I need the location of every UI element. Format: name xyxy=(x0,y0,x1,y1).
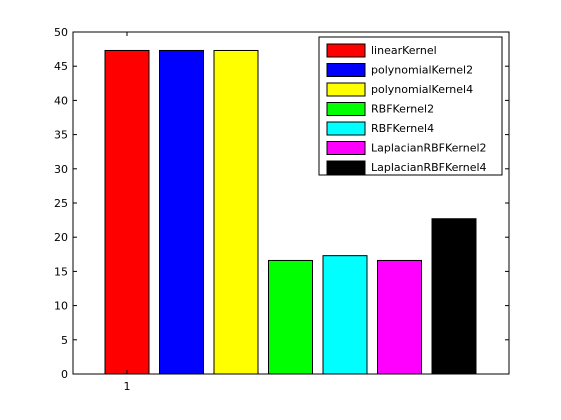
x-axis: 1 xyxy=(124,32,131,393)
legend: linearKernel polynomialKernel2 polynomialK… xyxy=(318,36,503,176)
legend-label-polynomialKernel4: polynomialKernel4 xyxy=(371,83,473,96)
legend-label-LaplacianRBFKernel4: LaplacianRBFKernel4 xyxy=(371,161,487,174)
bar-RBFKernel4 xyxy=(322,255,368,375)
y-tick-label: 30 xyxy=(54,163,68,176)
bar-polynomialKernel2 xyxy=(159,49,204,375)
legend-swatch-polynomialKernel4 xyxy=(326,82,366,97)
y-tick-label: 35 xyxy=(54,129,68,142)
bar-LaplacianRBFKernel2 xyxy=(377,259,422,375)
legend-label-RBFKernel4: RBFKernel4 xyxy=(371,122,434,135)
y-tick-label: 5 xyxy=(61,334,68,347)
x-tick-label: 1 xyxy=(124,380,131,393)
bar-RBFKernel2 xyxy=(268,259,313,375)
legend-label-RBFKernel2: RBFKernel2 xyxy=(371,103,434,116)
y-tick-label: 20 xyxy=(54,231,68,244)
legend-swatch-RBFKernel2 xyxy=(326,102,366,116)
legend-swatch-linearKernel xyxy=(326,43,366,58)
legend-swatch-LaplacianRBFKernel2 xyxy=(326,141,366,155)
y-axis: 0 5 10 15 20 25 30 35 40 45 50 xyxy=(54,26,509,381)
legend-label-linearKernel: linearKernel xyxy=(371,44,437,57)
bar-linearKernel xyxy=(104,49,150,375)
y-tick-label: 40 xyxy=(54,94,68,107)
legend-label-LaplacianRBFKernel2: LaplacianRBFKernel2 xyxy=(371,142,487,155)
y-tick-label: 45 xyxy=(54,60,68,73)
y-tick-label: 0 xyxy=(61,368,68,381)
y-tick-label: 50 xyxy=(54,26,68,39)
y-tick-label: 25 xyxy=(54,197,68,210)
bar-polynomialKernel4 xyxy=(213,49,259,375)
legend-label-polynomialKernel2: polynomialKernel2 xyxy=(371,64,473,77)
y-tick-label: 15 xyxy=(54,265,68,278)
y-tick-label: 10 xyxy=(54,300,68,313)
legend-swatch-RBFKernel4 xyxy=(326,121,366,136)
legend-swatch-LaplacianRBFKernel4 xyxy=(326,160,366,175)
legend-swatch-polynomialKernel2 xyxy=(326,63,366,77)
bar-LaplacianRBFKernel4 xyxy=(431,218,477,375)
bars-group xyxy=(104,49,477,375)
